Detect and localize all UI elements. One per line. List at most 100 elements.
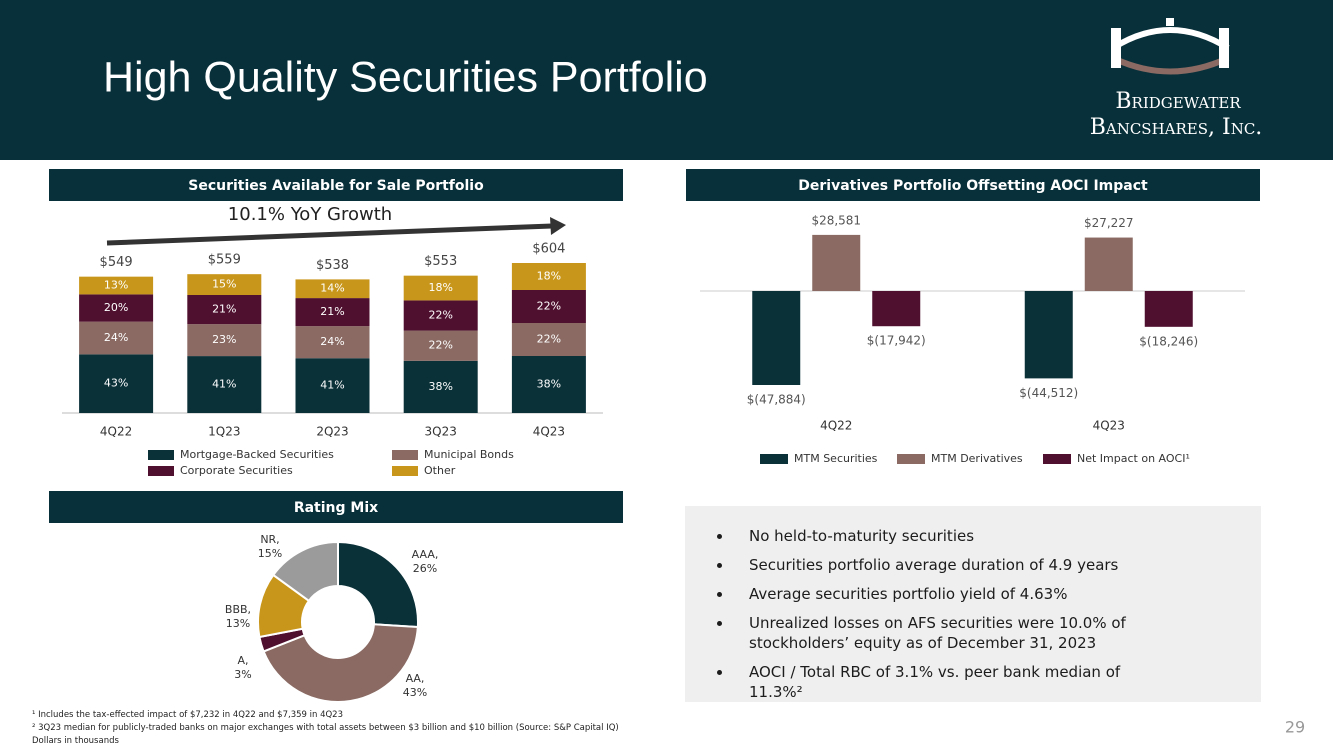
x-tick-label: 4Q22 (100, 425, 132, 439)
total-label: $559 (208, 253, 241, 268)
bar-segment (511, 323, 586, 356)
legend-swatch (897, 454, 925, 464)
legend-swatch (148, 450, 174, 460)
panel-header (49, 491, 623, 523)
data-label: 38% (537, 378, 561, 391)
bullet: Average securities portfolio yield of 4.… (733, 584, 1171, 604)
data-label: 38% (428, 380, 452, 393)
panel-header (686, 169, 1260, 201)
x-tick-label: 1Q23 (208, 425, 240, 439)
bar-segment (403, 300, 478, 331)
x-tick-label: 3Q23 (425, 425, 457, 439)
data-label: $28,581 (811, 213, 861, 227)
slice-category: AAA, (412, 548, 439, 561)
data-label: 24% (104, 331, 128, 344)
bar-segment (79, 354, 154, 413)
logo-icon (1111, 18, 1230, 75)
data-label: 20% (104, 301, 128, 314)
legend-swatch (392, 466, 418, 476)
footnote: ¹ Includes the tax-effected impact of $7… (32, 710, 343, 720)
bullet: AOCI / Total RBC of 3.1% vs. peer bank m… (733, 662, 1171, 702)
chart-title: Securities Available for Sale Portfolio (188, 178, 484, 194)
bar-segment (403, 275, 478, 301)
total-label: $549 (100, 255, 133, 270)
growth-arrow (106, 217, 566, 246)
x-tick-label: 4Q22 (820, 419, 852, 433)
slice-label: 15% (258, 547, 282, 560)
data-label: 18% (537, 270, 561, 283)
logo-line: Bridgewater (1115, 89, 1241, 114)
slice-label: 3% (234, 668, 251, 681)
slice-label: 26% (413, 562, 437, 575)
data-label: 41% (212, 378, 236, 391)
bar-segment (187, 324, 262, 357)
chart-title: Derivatives Portfolio Offsetting AOCI Im… (798, 178, 1148, 194)
pie-slice (262, 623, 419, 703)
slice-category: AA, (406, 672, 425, 685)
data-label: $27,227 (1084, 216, 1134, 230)
legend-label: Mortgage-Backed Securities (180, 448, 334, 461)
header-band (0, 0, 1333, 160)
bar-segment (511, 356, 586, 413)
data-label: 41% (320, 379, 344, 392)
legend-label: Net Impact on AOCI¹ (1077, 452, 1190, 465)
bar-segment (79, 276, 154, 295)
bar (1144, 291, 1193, 327)
legend-swatch (1043, 454, 1071, 464)
footnote: Dollars in thousands (32, 736, 119, 746)
bullet: Securities portfolio average duration of… (733, 555, 1171, 575)
bar (1024, 291, 1073, 379)
bullet-list: No held-to-maturity securities Securitie… (713, 526, 1171, 702)
legend-label: Other (424, 464, 456, 477)
legend-swatch (760, 454, 788, 464)
slice-category: BBB, (225, 603, 251, 616)
page-number: 29 (1285, 718, 1305, 737)
bar-segment (79, 321, 154, 355)
pie-slice (337, 540, 419, 629)
data-label: 43% (104, 377, 128, 390)
annotation: 10.1% YoY Growth (228, 204, 392, 225)
data-label: 15% (212, 278, 236, 291)
footnotes: ¹ Includes the tax-effected impact of $7… (32, 709, 619, 748)
footnote: ² 3Q23 median for publicly-traded banks … (32, 723, 619, 733)
x-tick-label: 2Q23 (316, 425, 348, 439)
data-label: 22% (428, 339, 452, 352)
total-label: $538 (316, 258, 349, 273)
legend-label: Corporate Securities (180, 464, 293, 477)
legend-label: MTM Securities (794, 452, 878, 465)
data-label: $(18,246) (1139, 334, 1198, 348)
data-label: 18% (428, 281, 452, 294)
bar-segment (403, 330, 478, 361)
legend-label: Municipal Bonds (424, 448, 514, 461)
total-label: $553 (424, 254, 457, 269)
legend-swatch (392, 450, 418, 460)
slice-label: 43% (403, 686, 427, 699)
panel-header (49, 169, 623, 201)
data-label: $(47,884) (747, 393, 806, 407)
slice-category: NR, (260, 533, 279, 546)
bullet: No held-to-maturity securities (733, 526, 1171, 546)
data-label: 21% (212, 303, 236, 316)
pie-slice (271, 540, 339, 603)
data-label: 22% (428, 308, 452, 321)
data-label: $(17,942) (867, 334, 926, 348)
data-label: 21% (320, 305, 344, 318)
total-label: $604 (532, 242, 565, 257)
bar (872, 291, 921, 327)
bar-segment (79, 294, 154, 322)
chart-title: Rating Mix (294, 500, 378, 516)
bar-segment (295, 298, 370, 327)
bar-segment (187, 356, 262, 413)
bar-segment (511, 263, 586, 290)
bar-segment (403, 360, 478, 413)
slice-category: A, (237, 654, 248, 667)
data-label: 22% (537, 333, 561, 346)
bullet-box: No held-to-maturity securities Securitie… (685, 506, 1261, 702)
x-tick-label: 4Q23 (1093, 419, 1125, 433)
data-label: 23% (212, 333, 236, 346)
bar-segment (187, 274, 262, 295)
data-label: 24% (320, 335, 344, 348)
bullet: Unrealized losses on AFS securities were… (733, 613, 1171, 653)
